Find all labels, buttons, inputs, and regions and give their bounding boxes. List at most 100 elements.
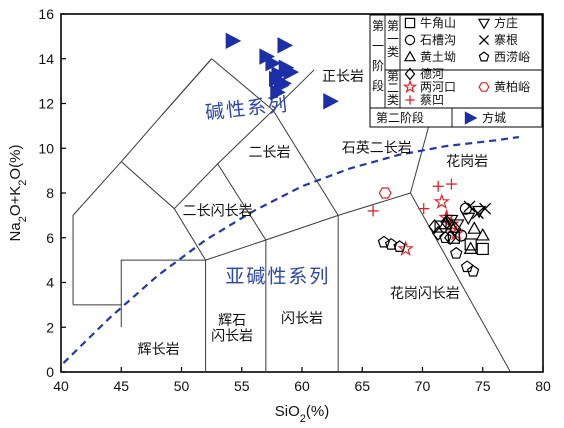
legend-entry-label: 西涝峪 xyxy=(494,50,530,64)
x-tick-label: 60 xyxy=(294,378,310,394)
data-point-plus xyxy=(367,205,379,217)
series-0-points xyxy=(225,32,339,110)
data-point-diamond xyxy=(428,219,441,235)
x-marker-stroke xyxy=(471,207,484,220)
legend-stage1-label: 段 xyxy=(372,78,384,93)
legend-entry-label: 德河 xyxy=(420,66,444,81)
field-boundary-12 xyxy=(161,58,212,116)
x-tick-label: 70 xyxy=(415,378,431,394)
data-point-triangle-right xyxy=(323,93,339,110)
field-boundary-13 xyxy=(211,58,274,111)
legend-entry-label: 黄土坳 xyxy=(420,50,456,64)
y-tick-label: 10 xyxy=(38,140,54,156)
field-label: 二长闪长岩 xyxy=(183,203,253,219)
x-tick-label: 75 xyxy=(475,378,491,394)
series-2-points xyxy=(367,178,457,221)
y-axis-title: Na2O+K2O(%) xyxy=(7,145,29,242)
x-tick-label: 80 xyxy=(535,378,551,394)
x-tick-label: 65 xyxy=(354,378,370,394)
legend-entry-label: 牛角山 xyxy=(420,15,456,30)
field-boundary-0 xyxy=(72,58,212,305)
field-label: 二长岩 xyxy=(248,145,290,161)
data-point-triangle-right xyxy=(283,63,300,81)
legend-entry-label: 寨根 xyxy=(494,32,518,47)
field-label: 花岗闪长岩 xyxy=(390,286,460,302)
data-point-star xyxy=(433,193,451,209)
legend-marker-triangle-up xyxy=(403,50,417,62)
legend-marker-circle xyxy=(404,34,416,46)
data-point-square xyxy=(476,242,489,256)
field-label: 闪长岩 xyxy=(211,329,253,345)
legend-subclass1-label: 一 xyxy=(387,32,399,46)
field-label: 闪长岩 xyxy=(281,311,323,327)
field-label: 花岗岩 xyxy=(446,154,488,170)
data-point-square xyxy=(464,238,477,251)
field-label: 正长岩 xyxy=(322,69,364,85)
y-tick-label: 14 xyxy=(38,51,54,67)
data-point-triangle-right xyxy=(225,32,242,50)
legend-subclass2-label: 第 xyxy=(387,69,399,83)
data-point-diamond xyxy=(431,225,445,241)
data-point-x xyxy=(471,207,484,220)
y-tick-label: 16 xyxy=(38,6,54,22)
data-point-x xyxy=(463,200,476,213)
y-tick-label: 8 xyxy=(46,185,54,201)
x-marker-stroke xyxy=(479,202,492,215)
data-point-triangle-down xyxy=(450,219,465,232)
data-point-diamond xyxy=(448,221,462,237)
data-point-pentagon xyxy=(384,237,398,250)
y-axis-ticks: 0 2 4 6 8 10 12 14 16 xyxy=(38,6,66,380)
legend-marker-pentagon xyxy=(478,51,490,62)
legend-entry-label: 方城 xyxy=(482,110,506,125)
legend-marker-triangle-down xyxy=(477,18,491,30)
legend-entry-label: 蔡凹 xyxy=(420,93,444,107)
data-point-diamond xyxy=(440,214,453,230)
x-tick-label: 55 xyxy=(234,378,250,394)
x-tick-label: 40 xyxy=(53,378,69,394)
data-point-star xyxy=(397,240,414,256)
field-boundary-5 xyxy=(272,109,339,216)
data-point-triangle-right xyxy=(277,37,294,54)
legend-entry-label: 石槽沟 xyxy=(420,33,456,47)
legend-stage2-label: 第二阶段 xyxy=(376,110,424,125)
field-boundary-1 xyxy=(120,192,411,328)
data-point-triangle-up xyxy=(463,241,478,254)
data-point-pentagon xyxy=(377,235,391,248)
y-tick-label: 6 xyxy=(46,230,54,246)
legend-stage1-label: 第 xyxy=(372,19,384,33)
data-point-square xyxy=(434,220,447,233)
legend-marker-star xyxy=(402,79,418,94)
data-point-pentagon xyxy=(466,264,480,277)
legend-subclass2-label: 类 xyxy=(387,93,399,107)
x-tick-label: 50 xyxy=(174,378,190,394)
data-point-plus xyxy=(445,178,457,190)
series-10-points xyxy=(428,214,462,246)
data-point-pentagon xyxy=(460,260,474,273)
data-point-plus xyxy=(418,203,430,215)
y-tick-label: 2 xyxy=(46,319,54,335)
data-point-triangle-up xyxy=(467,221,482,234)
data-point-plus xyxy=(432,180,444,192)
legend-entry-label: 黄柏峪 xyxy=(494,79,530,94)
x-axis-ticks: 40 45 50 55 60 65 70 75 80 xyxy=(53,367,551,394)
y-tick-label: 0 xyxy=(46,364,54,380)
legend-marker-square xyxy=(404,17,416,29)
data-point-circle xyxy=(459,202,472,215)
series-9-points xyxy=(377,231,480,277)
series-7-points xyxy=(463,200,492,220)
data-point-diamond xyxy=(443,230,457,246)
field-boundary-2 xyxy=(120,69,315,210)
data-point-triangle-up xyxy=(475,227,490,241)
field-label: 辉石 xyxy=(218,313,246,329)
legend-subclass1-label: 第 xyxy=(387,19,399,33)
x-marker-stroke xyxy=(478,34,490,46)
legend-marker-hexagon xyxy=(478,82,490,92)
series-4-points xyxy=(434,220,489,256)
data-point-pentagon xyxy=(393,240,406,252)
legend-marker-x xyxy=(478,34,490,46)
x-tick-label: 45 xyxy=(113,378,129,394)
